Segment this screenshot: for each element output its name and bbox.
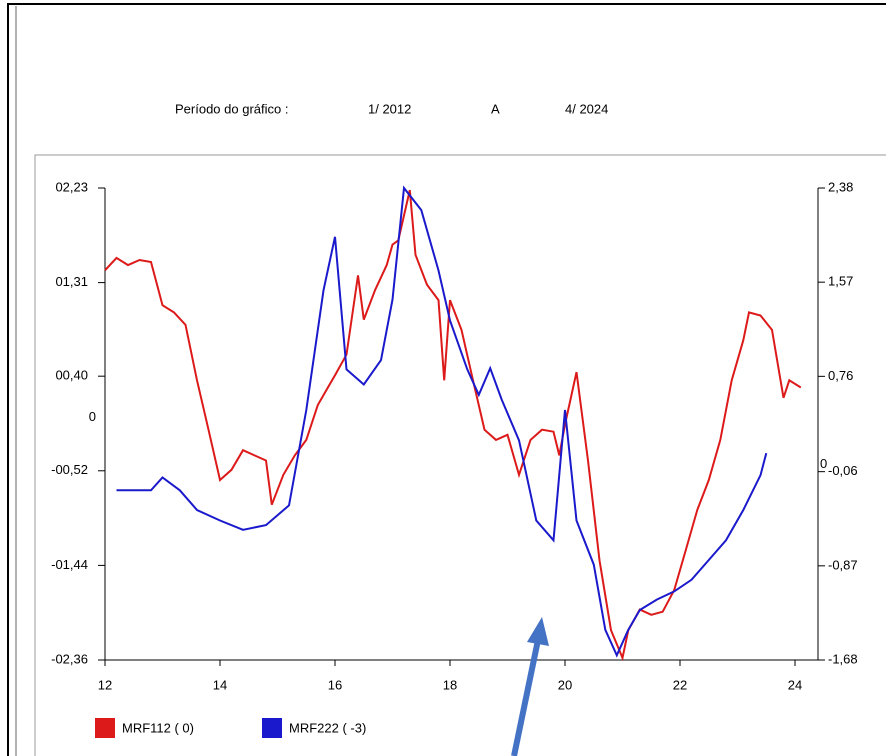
period-label: Período do gráfico : <box>175 101 288 116</box>
y-tick-label: -00,52 <box>51 462 88 477</box>
y-zero-label: 0 <box>89 409 96 424</box>
x-tick-label: 18 <box>443 677 457 692</box>
y2-tick-label: -0,87 <box>828 557 858 572</box>
y-tick-label: -01,44 <box>51 557 88 572</box>
x-tick-label: 24 <box>788 677 802 692</box>
series-line <box>104 189 802 662</box>
x-tick-label: 16 <box>328 677 342 692</box>
legend-swatch <box>262 718 282 738</box>
annotation-arrow <box>511 617 549 756</box>
x-tick-label: 22 <box>673 677 687 692</box>
y-tick-label: 01,31 <box>55 274 88 289</box>
arrow-head <box>527 617 549 646</box>
y-tick-label: 02,23 <box>55 179 88 194</box>
y2-tick-label: 0,76 <box>828 368 853 383</box>
legend-label: MRF112 ( 0) <box>122 720 194 735</box>
y-tick-label: 00,40 <box>55 368 88 383</box>
y2-tick-label: 2,38 <box>828 179 853 194</box>
chart-panel <box>34 154 886 756</box>
y2-tick-label: 1,57 <box>828 274 853 289</box>
period-separator: A <box>491 101 500 116</box>
arrow-shaft <box>511 639 541 756</box>
legend-swatch <box>95 718 115 738</box>
y-tick-label: -02,36 <box>51 651 88 666</box>
plot: 02,23 01,31 00,40 0 -00,52 -01,44 -02,36 2,38 1,… <box>51 179 858 738</box>
x-tick-label: 20 <box>558 677 572 692</box>
x-tick-label: 12 <box>98 677 112 692</box>
series-line <box>116 185 768 658</box>
y2-tick-label: -0,06 <box>828 463 858 478</box>
x-tick-label: 14 <box>213 677 227 692</box>
y2-tick-label: -1,68 <box>828 651 858 666</box>
period-start: 1/ 2012 <box>368 101 411 116</box>
y2-zero-label: 0 <box>820 456 827 471</box>
legend-label: MRF222 ( -3) <box>289 720 366 735</box>
period-end: 4/ 2024 <box>565 101 608 116</box>
